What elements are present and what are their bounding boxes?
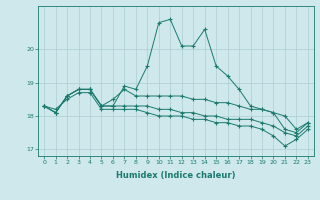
X-axis label: Humidex (Indice chaleur): Humidex (Indice chaleur)	[116, 171, 236, 180]
